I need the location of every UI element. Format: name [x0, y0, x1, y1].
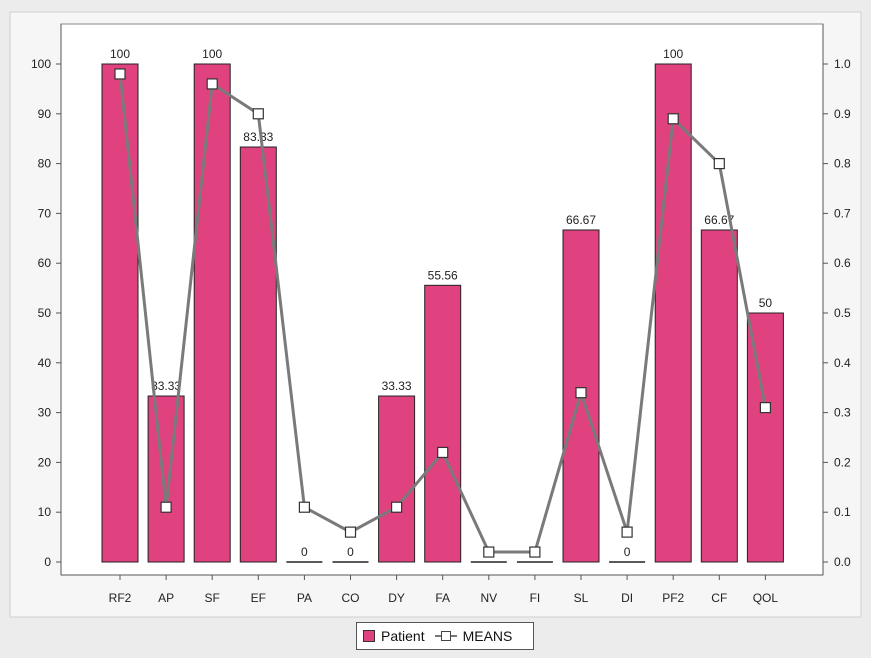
y-left-tick-label: 30 [38, 406, 52, 420]
means-point [114, 68, 126, 80]
bar-value-label: 66.67 [704, 213, 734, 227]
y-right-tick-label: 0.0 [834, 555, 851, 569]
y-left-tick-label: 0 [44, 555, 51, 569]
y-left-tick-label: 50 [38, 306, 52, 320]
means-point [713, 158, 725, 170]
y-left-tick-label: 100 [31, 57, 51, 71]
y-left-tick-label: 40 [38, 356, 52, 370]
means-point [483, 546, 495, 558]
bar-value-label: 33.33 [151, 379, 181, 393]
legend-patient-label: Patient [381, 628, 425, 644]
y-left-tick-label: 20 [38, 455, 52, 469]
means-point [529, 546, 541, 558]
bar-value-label: 0 [301, 545, 308, 559]
x-tick-label: EF [251, 591, 266, 605]
y-right-tick-label: 0.1 [834, 505, 851, 519]
bar-rf2 [101, 63, 139, 563]
bar-value-label: 55.56 [428, 268, 458, 282]
x-tick-label: CF [711, 591, 727, 605]
x-tick-label: DI [621, 591, 633, 605]
legend-means-swatch [434, 630, 457, 642]
bar-value-label: 83.33 [243, 130, 273, 144]
bar-sf [193, 63, 231, 563]
y-right-tick-label: 0.9 [834, 107, 851, 121]
y-right-tick-label: 0.4 [834, 356, 851, 370]
x-tick-label: PA [297, 591, 312, 605]
x-tick-label: CO [342, 591, 360, 605]
bar-value-label: 50 [759, 296, 773, 310]
bar-pf2 [654, 63, 692, 563]
x-tick-label: AP [158, 591, 174, 605]
y-right-tick-label: 0.3 [834, 406, 851, 420]
y-right-tick-label: 0.6 [834, 256, 851, 270]
x-tick-label: PF2 [662, 591, 684, 605]
x-tick-label: RF2 [109, 591, 132, 605]
y-right-tick-label: 0.7 [834, 206, 851, 220]
bar-qol [746, 312, 784, 563]
legend-means-label: MEANS [462, 628, 513, 644]
bar-fa [424, 284, 462, 563]
means-point [252, 108, 264, 120]
legend-patient-swatch [363, 630, 375, 642]
bar-value-label: 0 [624, 545, 631, 559]
x-tick-label: DY [388, 591, 405, 605]
means-point [344, 526, 357, 538]
means-point [759, 402, 772, 414]
means-point [621, 526, 633, 538]
bar-value-label: 33.33 [382, 379, 412, 393]
y-right-tick-label: 0.5 [834, 306, 851, 320]
x-tick-label: NV [480, 591, 497, 605]
bar-value-label: 100 [110, 47, 130, 61]
x-tick-label: FA [435, 591, 450, 605]
y-left-tick-label: 60 [38, 256, 52, 270]
means-point [160, 501, 172, 513]
bar-ap [147, 395, 185, 563]
x-tick-label: SL [574, 591, 589, 605]
bar-cf [700, 229, 738, 563]
y-right-tick-label: 0.2 [834, 455, 851, 469]
bar-dy [378, 395, 416, 563]
x-tick-label: SF [205, 591, 220, 605]
means-point [667, 113, 679, 125]
y-left-tick-label: 90 [38, 107, 52, 121]
means-point [575, 387, 587, 399]
bar-value-label: 100 [202, 47, 222, 61]
bar-value-label: 66.67 [566, 213, 596, 227]
y-right-tick-label: 1.0 [834, 57, 851, 71]
legend: Patient MEANS [356, 622, 534, 650]
bar-value-label: 0 [347, 545, 354, 559]
y-left-tick-label: 10 [38, 505, 52, 519]
y-left-tick-label: 70 [38, 206, 52, 220]
means-point [298, 501, 310, 513]
means-point [391, 501, 403, 513]
means-point [437, 446, 449, 459]
x-tick-label: FI [530, 591, 541, 605]
y-right-tick-label: 0.8 [834, 157, 851, 171]
x-tick-label: QOL [753, 591, 779, 605]
bar-value-label: 100 [663, 47, 683, 61]
y-left-tick-label: 80 [38, 157, 52, 171]
means-point [206, 78, 218, 90]
